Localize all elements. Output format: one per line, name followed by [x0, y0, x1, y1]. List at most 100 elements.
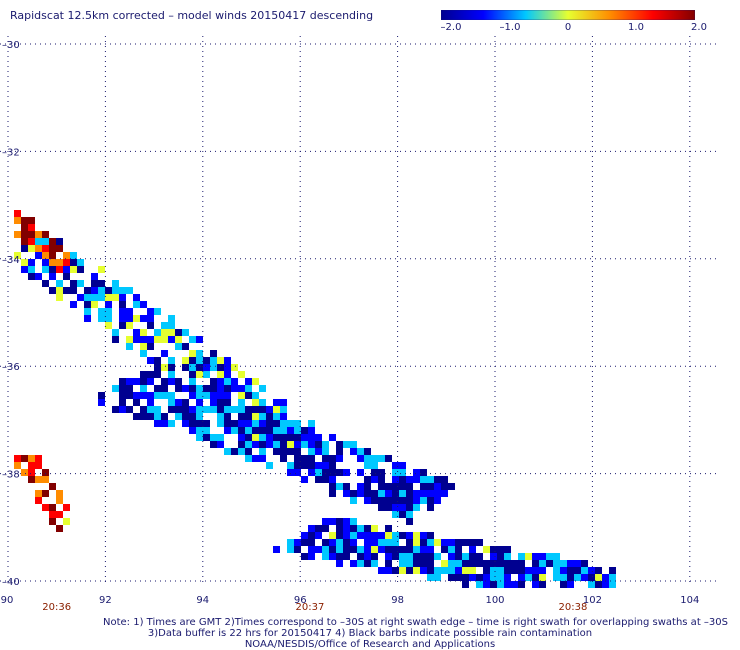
swath-cell [119, 287, 126, 294]
swath-cell [182, 329, 189, 336]
swath-cell [567, 574, 574, 581]
swath-cell [336, 455, 343, 462]
swath-cell [532, 553, 539, 560]
swath-cell [189, 413, 196, 420]
swath-cell [196, 357, 203, 364]
swath-cell [175, 406, 182, 413]
swath-cell [364, 490, 371, 497]
swath-cell [224, 392, 231, 399]
swath-cell [217, 364, 224, 371]
swath-cell [154, 392, 161, 399]
swath-cell [392, 497, 399, 504]
swath-cell [273, 399, 280, 406]
swath-cell [161, 385, 168, 392]
swath-cell [42, 252, 49, 259]
swath-cell [224, 357, 231, 364]
swath-cell [224, 413, 231, 420]
swath-cell [336, 532, 343, 539]
swath-cell [469, 560, 476, 567]
swath-cell [301, 455, 308, 462]
swath-cell [280, 427, 287, 434]
swath-cell [231, 385, 238, 392]
swath-cell [315, 462, 322, 469]
swath-cell [336, 518, 343, 525]
swath-cell [350, 497, 357, 504]
swath-cell [518, 574, 525, 581]
swath-cell [301, 462, 308, 469]
swath-cell [252, 413, 259, 420]
swath-cell [147, 308, 154, 315]
swath-cell [231, 406, 238, 413]
swath-cell [462, 567, 469, 574]
swath-cell [385, 560, 392, 567]
swath-cell [588, 567, 595, 574]
swath-cell [147, 413, 154, 420]
swath-cell [574, 560, 581, 567]
swath-cell [420, 490, 427, 497]
swath-cell [203, 406, 210, 413]
swath-cell [42, 266, 49, 273]
swath-cell [588, 581, 595, 588]
swath-cell [350, 518, 357, 525]
swath-cell [399, 511, 406, 518]
swath-cell [301, 427, 308, 434]
swath-cell [126, 343, 133, 350]
swath-cell [413, 504, 420, 511]
swath-cell [77, 259, 84, 266]
swath-cell [56, 238, 63, 245]
swath-cell [126, 308, 133, 315]
swath-cell [175, 378, 182, 385]
swath-cell [322, 518, 329, 525]
swath-cell [217, 420, 224, 427]
swath-cell [357, 483, 364, 490]
swath-cell [105, 301, 112, 308]
swath-cell [294, 420, 301, 427]
swath-cell [441, 546, 448, 553]
swath-cell [210, 406, 217, 413]
swath-cell [406, 497, 413, 504]
swath-cell [238, 371, 245, 378]
swath-cell [259, 399, 266, 406]
swath-cell [392, 490, 399, 497]
swath-cell [308, 455, 315, 462]
swath-cell [525, 567, 532, 574]
swath-cell [539, 581, 546, 588]
swath-cell [364, 455, 371, 462]
swath-cell [357, 553, 364, 560]
swath-cell [385, 455, 392, 462]
swath-cell [329, 476, 336, 483]
swath-cell [140, 378, 147, 385]
swath-cell [350, 525, 357, 532]
swath-cell [133, 399, 140, 406]
swath-cell [420, 483, 427, 490]
swath-cell [168, 392, 175, 399]
swath-cell [399, 532, 406, 539]
swath-cell [364, 525, 371, 532]
swath-cell [469, 546, 476, 553]
swath-cell [168, 357, 175, 364]
swath-cell [98, 266, 105, 273]
swath-cell [210, 385, 217, 392]
swath-cell [392, 546, 399, 553]
swath-cell [322, 476, 329, 483]
swath-cell [28, 462, 35, 469]
swath-cell [413, 546, 420, 553]
map-title: Rapidscat 12.5km corrected – model winds… [10, 9, 374, 22]
swath-cell [119, 301, 126, 308]
swath-cell [238, 399, 245, 406]
swath-cell [336, 483, 343, 490]
swath-cell [497, 581, 504, 588]
swath-cell [161, 378, 168, 385]
swath-cell [420, 476, 427, 483]
swath-cell [329, 434, 336, 441]
swath-cell [364, 560, 371, 567]
swath-cell [28, 238, 35, 245]
swath-cell [434, 483, 441, 490]
swath-cell [455, 539, 462, 546]
swath-cell [294, 427, 301, 434]
swath-cell [217, 434, 224, 441]
swath-cell [35, 462, 42, 469]
swath-cell [224, 385, 231, 392]
swath-cell [287, 420, 294, 427]
swath-cell [98, 294, 105, 301]
